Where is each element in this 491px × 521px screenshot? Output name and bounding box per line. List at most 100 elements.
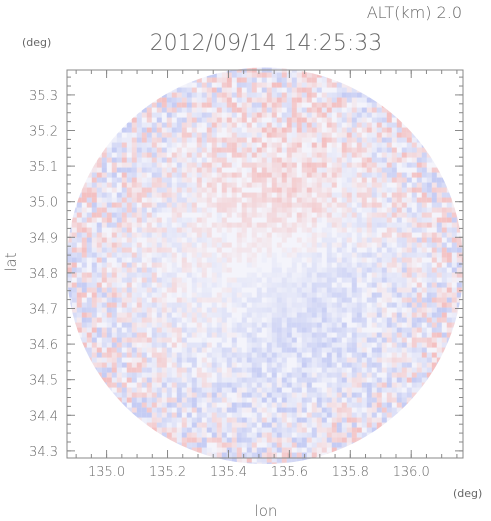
heatmap-cell <box>441 277 447 283</box>
heatmap-cell <box>316 122 322 128</box>
heatmap-cell <box>316 137 322 143</box>
heatmap-cell <box>96 287 102 293</box>
heatmap-cell <box>211 307 217 313</box>
heatmap-cell <box>246 297 252 303</box>
heatmap-cell <box>336 447 342 453</box>
heatmap-cell <box>326 97 332 103</box>
heatmap-cell <box>321 237 327 243</box>
heatmap-cell <box>301 337 307 343</box>
heatmap-cell <box>391 357 397 363</box>
heatmap-cell <box>291 317 297 323</box>
heatmap-cell <box>446 322 452 328</box>
heatmap-cell <box>391 197 397 203</box>
heatmap-cell <box>126 172 132 178</box>
heatmap-cell <box>131 212 137 218</box>
heatmap-cell <box>246 307 252 313</box>
heatmap-cell <box>81 332 87 338</box>
heatmap-cell <box>146 112 152 118</box>
heatmap-cell <box>121 197 127 203</box>
heatmap-cell <box>106 272 112 278</box>
heatmap-cell <box>206 307 212 313</box>
heatmap-cell <box>271 152 277 158</box>
heatmap-cell <box>246 97 252 103</box>
heatmap-cell <box>191 92 197 98</box>
heatmap-cell <box>186 237 192 243</box>
heatmap-cell <box>116 377 122 383</box>
heatmap-cell <box>326 347 332 353</box>
heatmap-cell <box>256 107 262 113</box>
heatmap-cell <box>306 152 312 158</box>
heatmap-cell <box>241 312 247 318</box>
heatmap-cell <box>201 272 207 278</box>
heatmap-cell <box>71 222 77 228</box>
heatmap-cell <box>116 297 122 303</box>
heatmap-cell <box>251 152 257 158</box>
heatmap-cell <box>331 392 337 398</box>
heatmap-cell <box>366 437 372 443</box>
heatmap-cell <box>266 92 272 98</box>
heatmap-cell <box>446 297 452 303</box>
heatmap-cell <box>231 137 237 143</box>
heatmap-cell <box>281 407 287 413</box>
heatmap-cell <box>381 162 387 168</box>
heatmap-cell <box>306 242 312 248</box>
heatmap-cell <box>416 272 422 278</box>
heatmap-cell <box>291 332 297 338</box>
heatmap-cell <box>406 297 412 303</box>
heatmap-cell <box>96 162 102 168</box>
heatmap-cell <box>386 372 392 378</box>
heatmap-cell <box>116 207 122 213</box>
heatmap-cell <box>281 132 287 138</box>
heatmap-cell <box>296 152 302 158</box>
heatmap-cell <box>176 402 182 408</box>
heatmap-cell <box>441 357 447 363</box>
heatmap-cell <box>201 452 207 458</box>
heatmap-cell <box>441 177 447 183</box>
heatmap-cell <box>286 192 292 198</box>
heatmap-cell <box>381 387 387 393</box>
heatmap-cell <box>396 372 402 378</box>
heatmap-cell <box>141 297 147 303</box>
heatmap-cell <box>361 272 367 278</box>
heatmap-cell <box>416 237 422 243</box>
heatmap-cell <box>326 257 332 263</box>
heatmap-cell <box>336 407 342 413</box>
heatmap-cell <box>416 347 422 353</box>
heatmap-cell <box>336 322 342 328</box>
heatmap-cell <box>216 392 222 398</box>
heatmap-cell <box>381 332 387 338</box>
heatmap-cell <box>346 252 352 258</box>
heatmap-cell <box>451 207 457 213</box>
heatmap-cell <box>266 247 272 253</box>
heatmap-cell <box>251 212 257 218</box>
heatmap-cell <box>441 257 447 263</box>
heatmap-cell <box>121 272 127 278</box>
heatmap-cell <box>386 327 392 333</box>
heatmap-cell <box>241 382 247 388</box>
heatmap-cell <box>311 187 317 193</box>
heatmap-cell <box>311 127 317 133</box>
heatmap-cell <box>186 222 192 228</box>
heatmap-cell <box>341 97 347 103</box>
heatmap-cell <box>246 452 252 458</box>
heatmap-cell <box>86 272 92 278</box>
heatmap-cell <box>286 187 292 193</box>
heatmap-cell <box>451 237 457 243</box>
heatmap-cell <box>296 377 302 383</box>
heatmap-cell <box>231 117 237 123</box>
heatmap-cell <box>206 377 212 383</box>
heatmap-cell <box>226 172 232 178</box>
heatmap-cell <box>156 352 162 358</box>
heatmap-cell <box>341 297 347 303</box>
heatmap-cell <box>196 92 202 98</box>
heatmap-cell <box>371 172 377 178</box>
heatmap-cell <box>161 297 167 303</box>
heatmap-cell <box>321 412 327 418</box>
heatmap-cell <box>91 357 97 363</box>
heatmap-cell <box>406 227 412 233</box>
heatmap-cell <box>391 257 397 263</box>
heatmap-cell <box>216 342 222 348</box>
heatmap-cell <box>161 282 167 288</box>
heatmap-cell <box>431 312 437 318</box>
heatmap-cell <box>296 122 302 128</box>
